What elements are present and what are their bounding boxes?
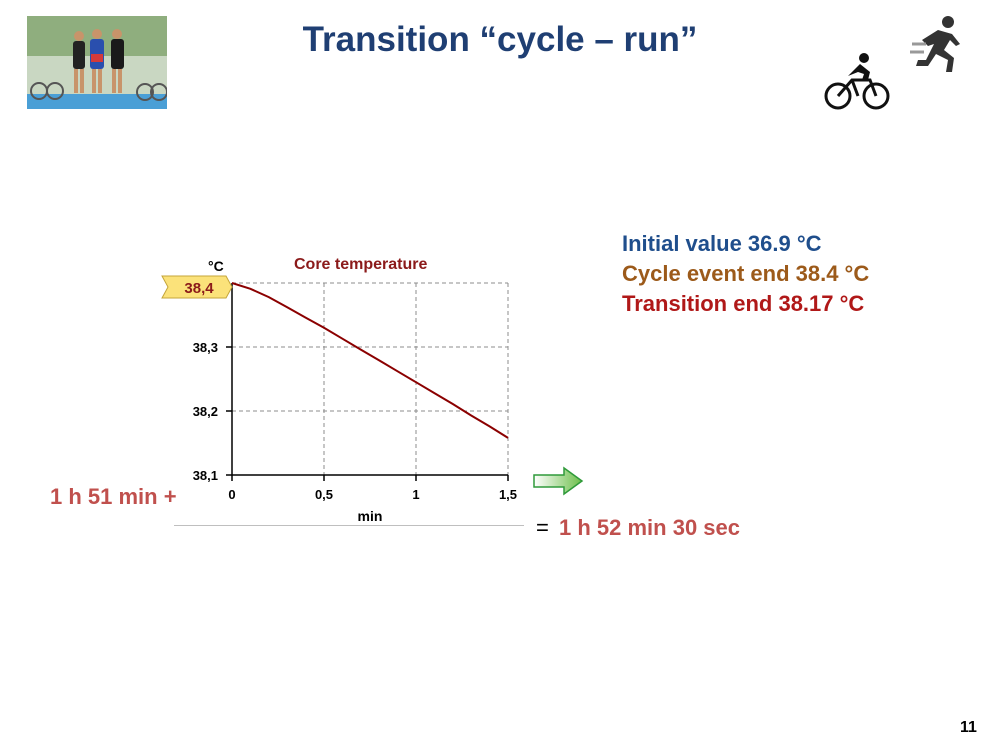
chart-grid xyxy=(232,282,509,475)
x-tick-label: 1 xyxy=(412,487,419,502)
core-temperature-line xyxy=(231,282,509,439)
x-tick-label: 0,5 xyxy=(315,487,333,502)
chart-title: Core temperature xyxy=(294,256,427,273)
cyclist-icon xyxy=(824,53,890,110)
initial-value-text: Initial value 36.9 °C xyxy=(622,231,822,256)
result-value: 1 h 52 min 30 sec xyxy=(559,515,740,540)
y-tick-label: 38,2 xyxy=(193,404,218,419)
transition-end-text: Transition end 38.17 °C xyxy=(622,291,865,316)
chart-ticks: 38,1 38,2 38,3 0 0,5 1 1,5 xyxy=(193,340,517,502)
result-prefix: 1 h 51 min + xyxy=(50,484,177,509)
cycle-end-text: Cycle event end 38.4 °C xyxy=(622,261,870,286)
runner-icon xyxy=(910,16,960,72)
right-arrow-icon xyxy=(533,466,584,496)
result-equals-sign: = xyxy=(536,515,549,540)
start-marker-label: 38,4 xyxy=(184,280,214,297)
core-temperature-chart: 38,1 38,2 38,3 0 0,5 1 1,5 Core temperature °C… xyxy=(161,256,517,524)
result-divider xyxy=(174,525,524,526)
y-axis-label: °C xyxy=(208,258,224,274)
start-marker-shape xyxy=(161,275,233,299)
start-value-marker: 38,4 xyxy=(161,275,233,299)
chart-axes xyxy=(231,283,508,476)
x-tick-label: 0 xyxy=(228,487,235,502)
slide-title: Transition “cycle – run” xyxy=(302,20,698,59)
triathlon-photo xyxy=(27,16,167,109)
x-tick-label: 1,5 xyxy=(499,487,517,502)
x-axis-label: min xyxy=(358,508,383,524)
y-tick-label: 38,3 xyxy=(193,340,218,355)
y-tick-label: 38,1 xyxy=(193,468,218,483)
page-number: 11 xyxy=(960,719,977,736)
